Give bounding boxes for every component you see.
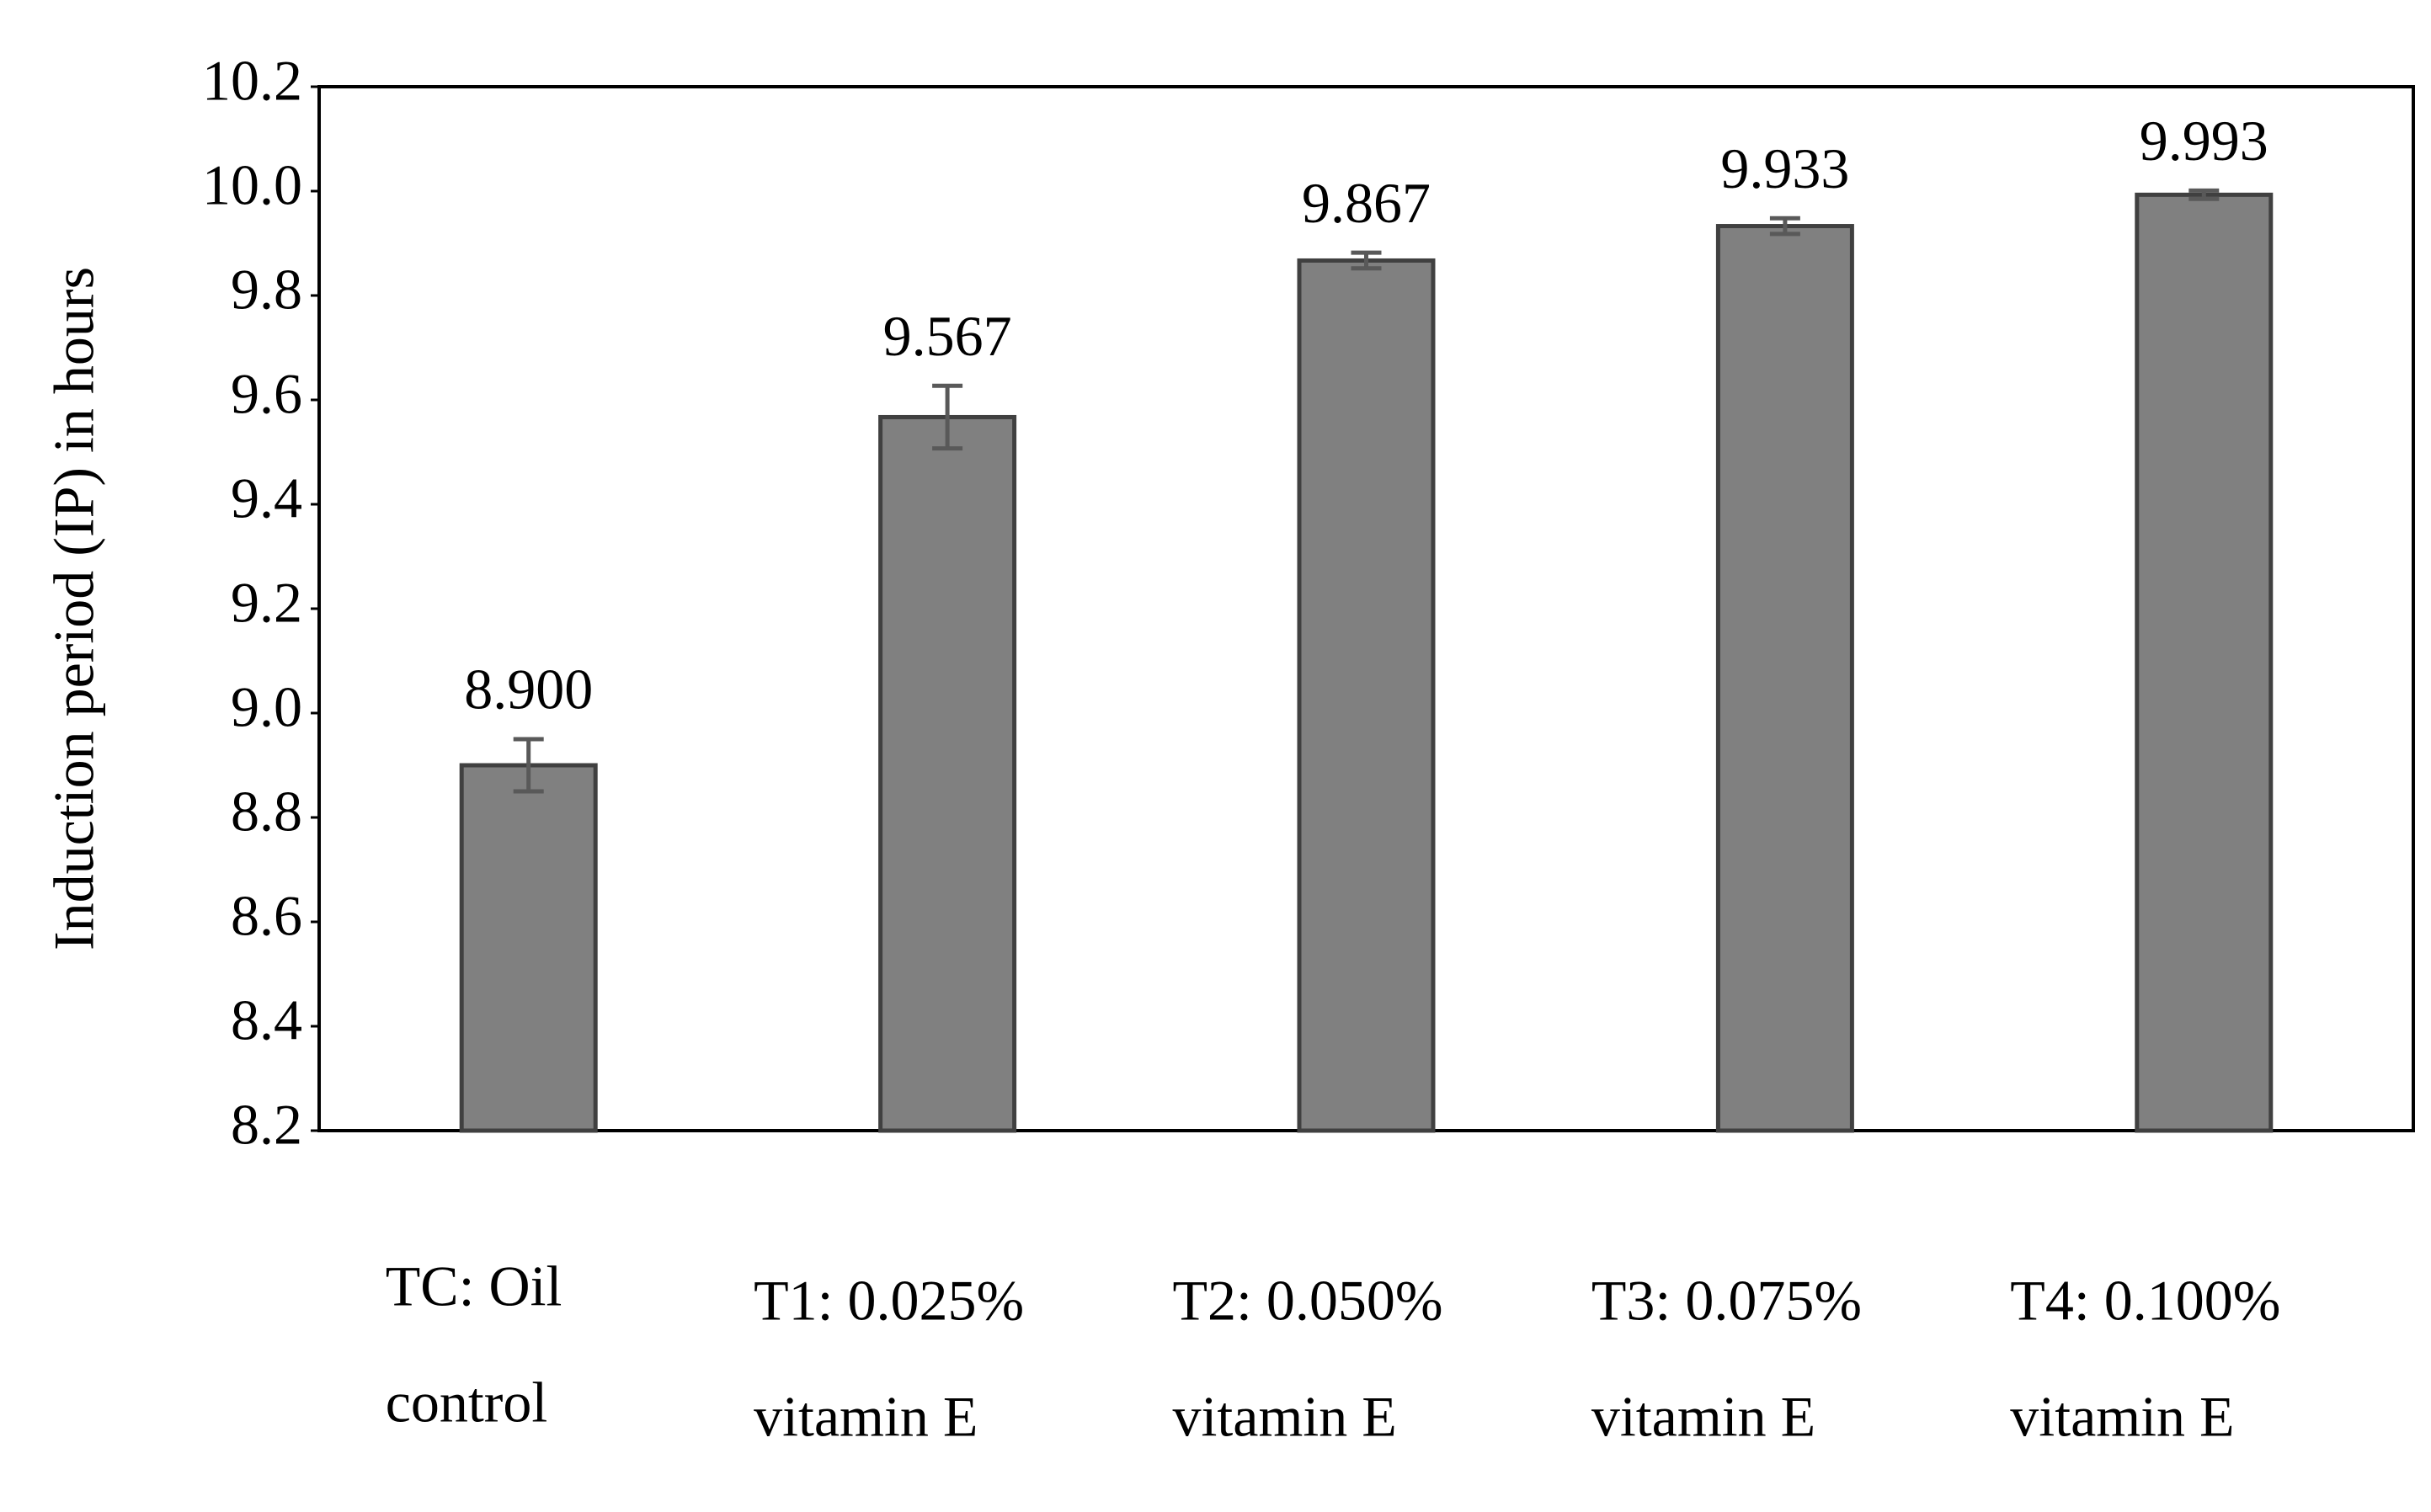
- x-tick-label: vitamin E: [1173, 1385, 1397, 1449]
- data-label: 9.993: [2140, 109, 2268, 173]
- bar: [1297, 258, 1436, 1133]
- x-tick-label: vitamin E: [1591, 1385, 1815, 1449]
- x-tick-label: vitamin E: [2010, 1385, 2234, 1449]
- x-tick-label: TC: Oil: [386, 1254, 562, 1318]
- y-tick-label: 10.0: [202, 153, 302, 217]
- data-label: 9.567: [883, 304, 1012, 368]
- error-bar: [932, 383, 963, 451]
- bar: [878, 414, 1017, 1133]
- y-tick-label: 8.8: [231, 780, 302, 844]
- y-tick-label: 8.2: [231, 1093, 302, 1157]
- error-bar: [513, 737, 544, 794]
- x-tick-label: T2: 0.050%: [1173, 1269, 1443, 1333]
- x-tick-label: T3: 0.075%: [1591, 1269, 1862, 1333]
- data-label: 9.933: [1720, 136, 1849, 200]
- x-tick-label: T1: 0.025%: [754, 1269, 1024, 1333]
- y-tick-label: 8.4: [231, 988, 302, 1052]
- bar: [1715, 224, 1854, 1133]
- y-tick-label: 9.6: [231, 362, 302, 426]
- y-tick-label: 9.8: [231, 258, 302, 322]
- data-label: 9.867: [1302, 171, 1431, 235]
- error-bar: [1769, 216, 1800, 237]
- error-bar: [1351, 250, 1382, 271]
- error-bar: [2188, 188, 2220, 201]
- y-tick-label: 10.2: [202, 49, 302, 113]
- y-tick-label: 9.2: [231, 571, 302, 635]
- y-axis-label: Induction period (IP) in hours: [42, 267, 106, 950]
- data-label: 8.900: [464, 658, 593, 721]
- y-tick-label: 9.0: [231, 675, 302, 739]
- y-tick-label: 9.4: [231, 466, 302, 530]
- x-tick-label: control: [386, 1371, 548, 1435]
- bar: [459, 763, 598, 1133]
- y-tick-label: 8.6: [231, 884, 302, 948]
- x-tick-label: T4: 0.100%: [2010, 1269, 2280, 1333]
- bar: [2135, 192, 2274, 1133]
- x-tick-label: vitamin E: [754, 1385, 978, 1449]
